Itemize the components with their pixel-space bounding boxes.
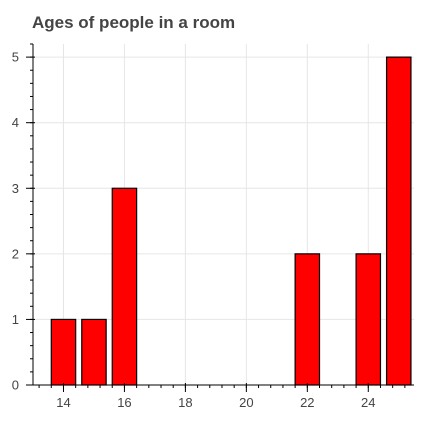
bar xyxy=(387,57,411,385)
x-tick-label: 22 xyxy=(300,395,314,410)
bar xyxy=(51,319,75,385)
x-tick-label: 18 xyxy=(178,395,192,410)
x-tick-label: 14 xyxy=(56,395,70,410)
x-tick-label: 20 xyxy=(239,395,253,410)
bars xyxy=(51,57,411,385)
bar xyxy=(295,254,319,385)
y-tick-label: 4 xyxy=(12,115,19,130)
y-tick-label: 2 xyxy=(12,246,19,261)
y-tick-label: 0 xyxy=(12,378,19,393)
x-tick-label: 24 xyxy=(361,395,375,410)
x-tick-label: 16 xyxy=(117,395,131,410)
bar xyxy=(82,319,106,385)
y-tick-label: 3 xyxy=(12,181,19,196)
y-tick-label: 1 xyxy=(12,312,19,327)
bar xyxy=(112,188,136,385)
y-tick-label: 5 xyxy=(12,50,19,65)
bar xyxy=(356,254,380,385)
